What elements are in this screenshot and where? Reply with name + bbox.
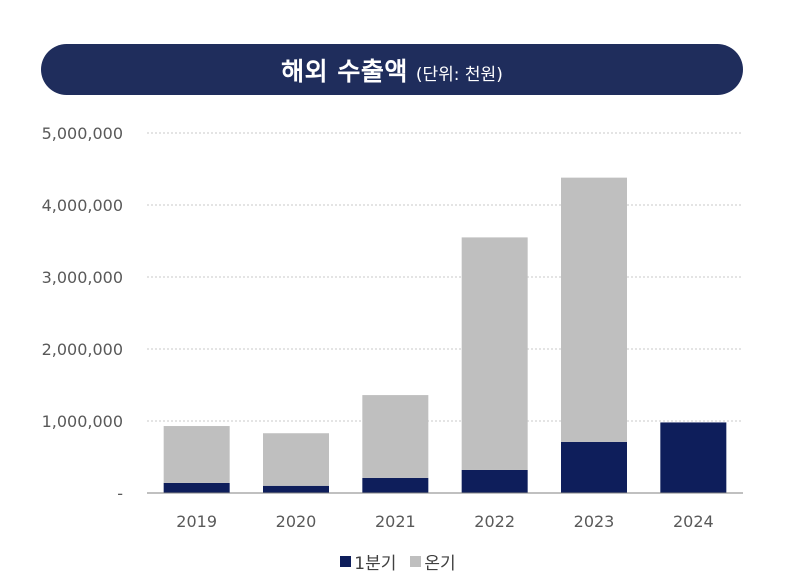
bar-q1-2019: [163, 482, 230, 493]
legend-label-full-year: 온기: [424, 554, 456, 574]
y-tick-label: 1,000,000: [42, 412, 123, 431]
bar-q1-2022: [461, 469, 528, 493]
y-tick-label: 4,000,000: [42, 196, 123, 215]
chart-legend: 1분기 온기: [0, 549, 796, 574]
bar-q1-2023: [561, 441, 627, 493]
chart-title: 해외 수출액: [281, 56, 408, 86]
legend-item-full-year: 온기: [410, 549, 456, 574]
bar-q1-2021: [362, 477, 429, 493]
legend-label-q1: 1분기: [354, 554, 397, 574]
bar-full-year-2020: [263, 433, 329, 486]
x-tick-label: 2022: [474, 512, 515, 531]
y-tick-label: 2,000,000: [42, 340, 123, 359]
bar-q1-2020: [263, 485, 329, 493]
bar-full-year-2019: [163, 426, 230, 483]
legend-item-q1: 1분기: [340, 549, 396, 574]
y-tick-label: 3,000,000: [42, 268, 123, 287]
bar-full-year-2022: [461, 237, 528, 470]
chart-title-banner: 해외 수출액 (단위: 천원): [41, 44, 743, 95]
legend-swatch-full-year: [410, 556, 422, 567]
x-tick-label: 2020: [276, 512, 317, 531]
bar-full-year-2023: [561, 177, 627, 442]
x-tick-label: 2021: [375, 512, 416, 531]
y-tick-label: 5,000,000: [42, 124, 123, 143]
bar-q1-2024: [660, 422, 727, 493]
x-tick-label: 2023: [574, 512, 615, 531]
x-tick-label: 2019: [176, 512, 217, 531]
legend-swatch-q1: [340, 556, 352, 567]
y-tick-label: -: [117, 484, 123, 503]
bar-full-year-2021: [362, 395, 429, 478]
chart-unit-label: (단위: 천원): [415, 65, 503, 85]
x-tick-label: 2024: [673, 512, 714, 531]
